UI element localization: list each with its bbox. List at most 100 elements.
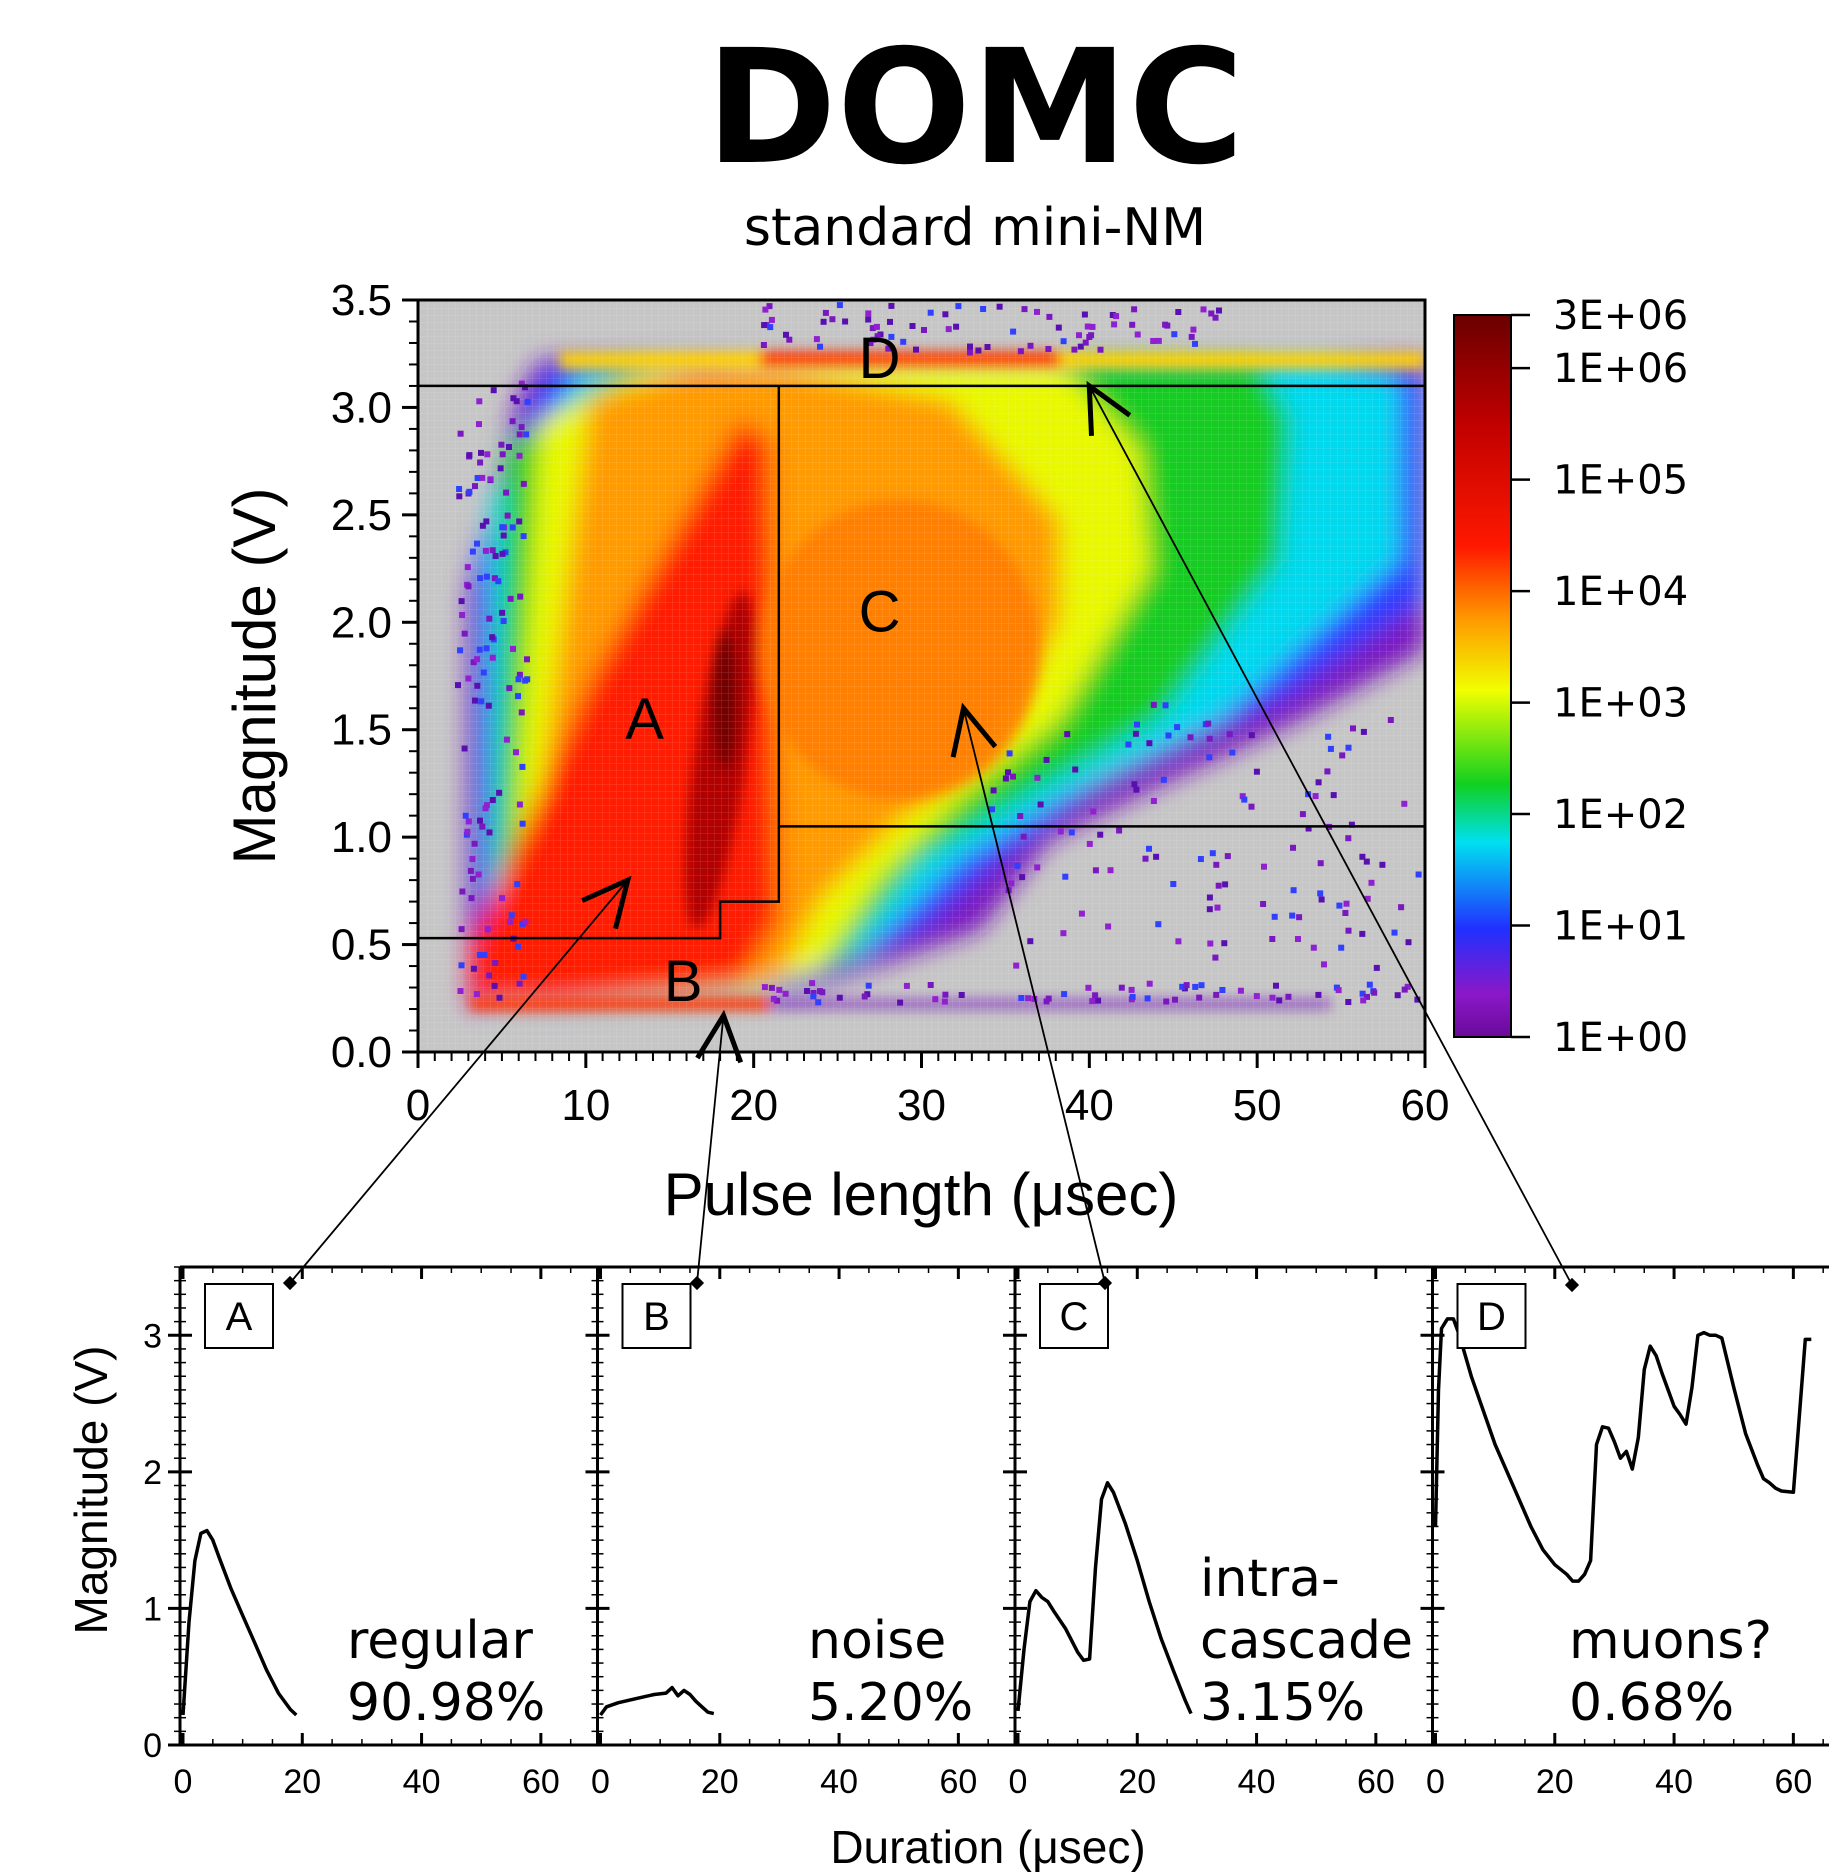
sparse-bin — [475, 871, 482, 878]
sparse-bin — [1020, 833, 1027, 840]
sparse-bin — [474, 656, 480, 663]
sparse-bin — [478, 449, 484, 456]
sparse-bin — [783, 331, 789, 338]
sparse-bin — [1398, 904, 1405, 911]
sparse-bin — [516, 980, 523, 987]
panel-percent: 5.20% — [808, 1673, 973, 1733]
sparse-bin — [1205, 720, 1212, 727]
sparse-bin — [1342, 910, 1349, 916]
colorbar-gradient — [1453, 314, 1512, 1038]
heatmap-density — [418, 300, 1425, 1052]
sparse-bin — [1037, 801, 1044, 808]
sparse-bin — [513, 398, 520, 405]
panel-class-name: muons? — [1569, 1611, 1772, 1671]
sparse-bin — [887, 318, 893, 325]
x-tick-label: 40 — [1065, 1081, 1114, 1130]
pulse-trace-B — [599, 1685, 715, 1717]
sparse-bin — [1222, 881, 1229, 888]
sparse-bin — [515, 676, 522, 683]
sparse-bin — [1321, 961, 1327, 968]
arrow-end-marker — [1564, 1277, 1580, 1293]
sparse-bin — [1116, 827, 1123, 834]
sparse-bin — [958, 992, 965, 998]
sparse-bin — [1359, 853, 1366, 860]
sparse-bin — [1045, 346, 1052, 352]
sparse-bin — [470, 659, 477, 666]
sparse-bin — [455, 682, 461, 689]
sparse-bin — [520, 480, 527, 487]
sparse-bin — [1271, 913, 1278, 920]
sparse-bin — [1170, 881, 1177, 887]
sparse-bin — [1025, 995, 1032, 1002]
sparse-bin — [1097, 346, 1104, 353]
sparse-bin — [1363, 858, 1370, 865]
sparse-bin — [1084, 323, 1091, 330]
x-tick-label: 0 — [406, 1081, 430, 1130]
heatmap-x-axis-label: Pulse length (μsec) — [664, 1161, 1179, 1228]
sparse-bin — [1345, 927, 1352, 934]
sparse-bin — [514, 881, 521, 888]
colorbar-tick-label: 3E+06 — [1553, 293, 1688, 339]
sparse-bin — [1415, 871, 1422, 878]
sparse-bin — [1269, 994, 1276, 1001]
colorbar: 3E+06 1E+06 1E+05 1E+04 1E+03 1E+02 1E+01 1E+00 — [1453, 293, 1688, 1061]
sparse-bin — [1212, 954, 1219, 961]
sparse-bin — [489, 547, 496, 554]
sparse-bin — [1299, 811, 1306, 818]
sparse-bin — [1163, 998, 1170, 1005]
sparse-bin — [1146, 845, 1152, 852]
pulse-trace-C — [1016, 1481, 1193, 1715]
panel-class-name: noise — [808, 1611, 946, 1671]
sparse-bin — [1125, 741, 1132, 748]
sparse-bin — [1142, 855, 1149, 862]
sparse-bin — [1350, 725, 1356, 732]
sparse-bin — [1290, 887, 1297, 894]
arrow-line-D — [1088, 385, 1573, 1286]
sparse-bin — [517, 593, 524, 600]
sparse-bin — [1394, 992, 1401, 999]
sparse-bin — [1132, 730, 1139, 737]
panel-percent: 3.15% — [1200, 1673, 1365, 1733]
sparse-bin — [1336, 902, 1343, 909]
sparse-bin — [458, 962, 465, 969]
sparse-bin — [836, 302, 843, 309]
sparse-bin — [1060, 338, 1067, 345]
sparse-bin — [471, 840, 478, 847]
sparse-bin — [1086, 334, 1093, 340]
sparse-bin — [1237, 987, 1244, 994]
sparse-bin — [500, 532, 507, 539]
sparse-bin — [1414, 996, 1421, 1003]
sparse-bin — [822, 309, 829, 316]
panel-x-tick-label: 40 — [1238, 1763, 1276, 1801]
sparse-bin — [489, 797, 496, 803]
pulse-trace-D — [1433, 1317, 1812, 1583]
sparse-bin — [519, 763, 526, 770]
region-label-A: A — [625, 687, 664, 752]
sparse-bin — [1296, 914, 1303, 921]
sparse-bin — [1226, 731, 1233, 738]
sparse-bin — [466, 452, 473, 459]
sparse-bin — [1165, 732, 1172, 739]
sparse-bin — [465, 675, 472, 682]
sparse-bin — [1188, 333, 1195, 340]
sparse-bin — [487, 476, 494, 483]
sparse-bin — [932, 996, 939, 1003]
sparse-bin — [975, 347, 982, 354]
pulse-y-axis-label: Magnitude (V) — [65, 1346, 117, 1635]
heatmap-axes: 0 10 20 30 40 50 60 0.0 0.5 1.0 1.5 2.0 2.5 3.0 3.5 — [331, 276, 1450, 1130]
sparse-bin — [491, 575, 498, 582]
sparse-bin — [1002, 775, 1009, 782]
sparse-bin — [1046, 313, 1053, 320]
region-boundary-line — [418, 385, 781, 940]
sparse-bin — [1343, 900, 1350, 907]
panel-x-tick-label: 0 — [1426, 1763, 1445, 1801]
panel-y-tick-label: 3 — [143, 1317, 162, 1355]
sparse-bin — [1345, 999, 1352, 1005]
sparse-bin — [1162, 321, 1169, 328]
sparse-bin — [1359, 990, 1366, 997]
sparse-bin — [483, 802, 490, 809]
sparse-bin — [873, 323, 880, 330]
panel-x-tick-label: 0 — [1009, 1763, 1028, 1801]
chart-subtitle: standard mini-NM — [743, 198, 1207, 258]
sparse-bin — [483, 573, 490, 580]
